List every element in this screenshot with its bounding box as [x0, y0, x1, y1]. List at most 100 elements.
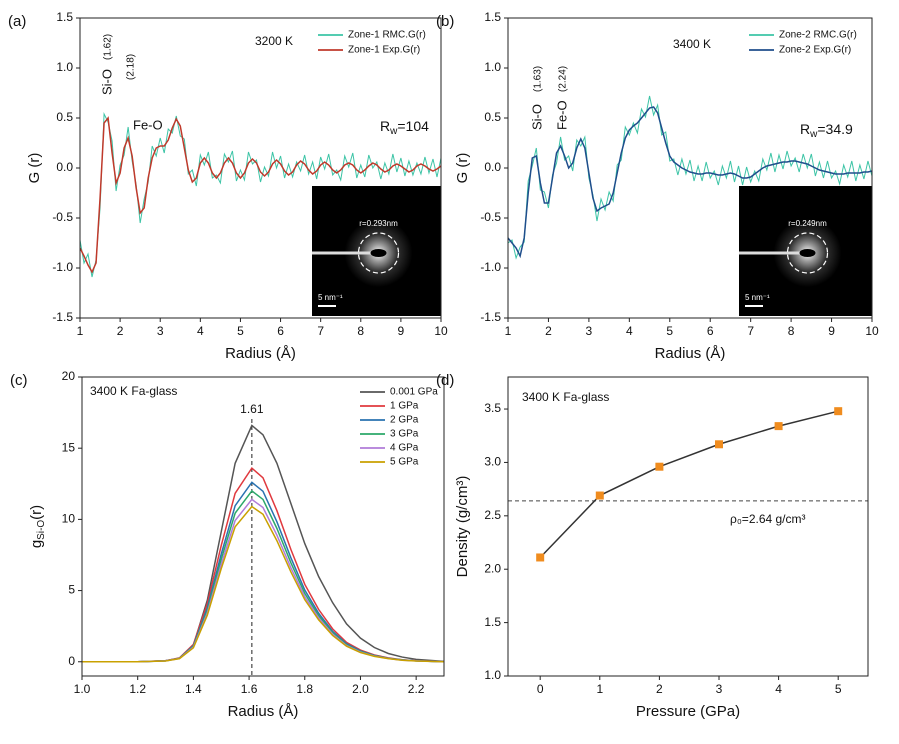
data-point — [595, 491, 604, 500]
inset-label: 5 nm⁻¹ — [745, 293, 770, 302]
x-tick-label: 1.4 — [185, 682, 202, 696]
y-tick-label: 1.5 — [484, 10, 501, 24]
legend-label: 3 GPa — [390, 429, 419, 440]
series-line — [80, 116, 441, 274]
y-axis-label: G (r) — [454, 153, 471, 184]
legend-label: 5 GPa — [390, 457, 419, 468]
legend-label: Zone-2 RMC.G(r) — [779, 30, 857, 41]
data-point — [714, 440, 723, 449]
y-tick-label: 20 — [62, 369, 76, 383]
x-tick-label: 5 — [666, 324, 673, 338]
series-line — [82, 498, 444, 663]
y-tick-label: 5 — [68, 583, 75, 597]
y-tick-label: -1.5 — [52, 310, 73, 324]
x-tick-label: 2 — [117, 324, 124, 338]
annotation: Fe-O — [554, 100, 569, 130]
panel-label: (a) — [8, 13, 26, 30]
x-tick-label: 0 — [537, 682, 544, 696]
series-line — [82, 481, 444, 663]
x-tick-label: 3 — [157, 324, 164, 338]
legend-label: 2 GPa — [390, 415, 419, 426]
x-tick-label: 1.2 — [129, 682, 146, 696]
annotation: (1.63) — [533, 66, 544, 92]
reference-label: ρ₀=2.64 g/cm³ — [730, 512, 806, 526]
data-point — [774, 422, 783, 431]
annotation: 3400 K Fa-glass — [90, 384, 177, 398]
y-axis-label-part: Si-O — [36, 520, 47, 540]
y-tick-label: 0 — [68, 654, 75, 668]
x-tick-label: 2 — [656, 682, 663, 696]
legend-label: Zone-1 RMC.G(r) — [348, 30, 426, 41]
x-tick-label: 4 — [197, 324, 204, 338]
y-tick-label: -1.0 — [480, 260, 501, 274]
y-tick-label: 1.0 — [484, 60, 501, 74]
annotation: (1.62) — [103, 34, 114, 60]
y-tick-label: -1.5 — [480, 310, 501, 324]
x-tick-label: 1 — [77, 324, 84, 338]
data-point — [834, 407, 843, 416]
annotation: (2.18) — [126, 54, 137, 80]
annotation: Fe-O — [133, 117, 163, 132]
x-tick-label: 3 — [586, 324, 593, 338]
legend-label: Zone-2 Exp.G(r) — [779, 45, 851, 56]
panel-label: (b) — [436, 13, 454, 30]
x-axis-label: Radius (Å) — [655, 345, 726, 362]
y-axis-label-part: (r) — [28, 505, 45, 520]
legend-label: 4 GPa — [390, 443, 419, 454]
legend-label: Zone-1 Exp.G(r) — [348, 45, 420, 56]
y-tick-label: 3.5 — [484, 401, 501, 415]
x-axis-label: Radius (Å) — [225, 345, 296, 362]
inset-beamstop-center — [370, 249, 387, 257]
x-axis-label: Pressure (GPa) — [636, 703, 740, 720]
series-line — [539, 410, 839, 558]
x-tick-label: 8 — [357, 324, 364, 338]
x-tick-label: 6 — [277, 324, 284, 338]
x-tick-label: 5 — [835, 682, 842, 696]
annotation: (2.24) — [558, 66, 569, 92]
y-tick-label: 1.5 — [484, 615, 501, 629]
y-tick-label: 3.0 — [484, 455, 501, 469]
annotation-rw-part: R — [800, 121, 810, 137]
x-tick-label: 7 — [317, 324, 324, 338]
reference-label: 1.61 — [240, 402, 264, 416]
inset-ring — [357, 232, 400, 274]
annotation: 3200 K — [255, 34, 293, 48]
x-tick-label: 10 — [865, 324, 879, 338]
x-tick-label: 4 — [626, 324, 633, 338]
series-line — [82, 505, 444, 663]
x-tick-label: 7 — [747, 324, 754, 338]
y-tick-label: 1.0 — [484, 668, 501, 682]
series-line — [508, 95, 872, 260]
annotation-rw: Rw=104 — [380, 118, 429, 137]
x-tick-label: 9 — [398, 324, 405, 338]
legend-label: 1 GPa — [390, 401, 419, 412]
annotation-rw-part: =104 — [397, 118, 429, 134]
series-line — [82, 489, 444, 663]
x-tick-label: 6 — [707, 324, 714, 338]
y-tick-label: 15 — [62, 440, 76, 454]
y-axis-label: gSi-O(r) — [28, 505, 47, 548]
y-tick-label: 0.0 — [484, 160, 501, 174]
y-tick-label: 1.0 — [56, 60, 73, 74]
annotation-rw-part: w — [809, 129, 818, 140]
data-point — [655, 462, 664, 471]
x-tick-label: 9 — [828, 324, 835, 338]
x-tick-label: 3 — [716, 682, 723, 696]
y-tick-label: -0.5 — [52, 210, 73, 224]
annotation-rw-part: R — [380, 118, 390, 134]
x-tick-label: 8 — [788, 324, 795, 338]
series-line — [80, 112, 441, 278]
y-tick-label: 0.5 — [56, 110, 73, 124]
x-tick-label: 10 — [434, 324, 448, 338]
series-line — [82, 466, 444, 663]
inset-label: r=0.293nm — [359, 219, 398, 228]
plot-frame — [507, 376, 869, 677]
y-tick-label: 1.5 — [56, 10, 73, 24]
x-tick-label: 2.0 — [352, 682, 369, 696]
y-tick-label: -1.0 — [52, 260, 73, 274]
x-axis-label: Radius (Å) — [228, 703, 299, 720]
y-tick-label: 2.0 — [484, 561, 501, 575]
annotation: 3400 K — [673, 37, 711, 51]
plot-frame — [79, 17, 442, 319]
